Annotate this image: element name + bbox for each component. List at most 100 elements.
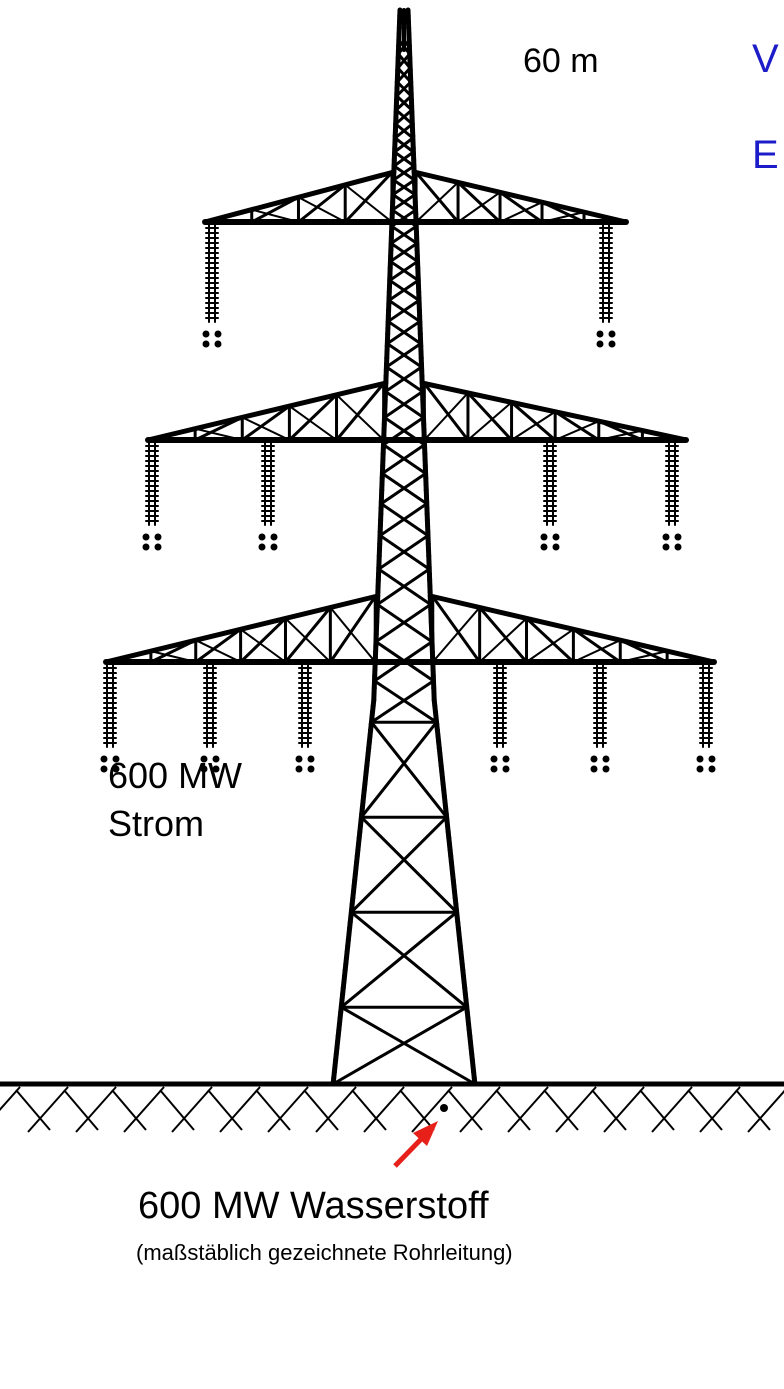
arm-strut <box>241 416 291 441</box>
conductor <box>540 533 548 541</box>
hatch <box>351 1089 387 1131</box>
arm-strut <box>287 393 339 442</box>
arm-strut <box>146 427 197 442</box>
lattice <box>386 298 421 323</box>
hatch <box>75 1086 117 1133</box>
conductor <box>490 755 498 763</box>
conductor <box>100 755 108 763</box>
arm-strut <box>149 638 198 664</box>
conductor <box>596 340 604 348</box>
lattice <box>369 720 449 819</box>
arm-strut <box>553 410 601 442</box>
lattice <box>396 52 412 70</box>
conductor <box>708 765 716 773</box>
hatch <box>315 1086 357 1133</box>
hatch <box>735 1089 771 1131</box>
lattice <box>359 720 439 819</box>
conductor <box>200 755 208 763</box>
conductor <box>608 330 616 338</box>
conductor <box>590 765 598 773</box>
arm-strut <box>423 391 469 441</box>
hatch <box>255 1089 291 1131</box>
conductor <box>212 765 220 773</box>
conductor <box>202 340 210 348</box>
arm-strut <box>466 401 513 441</box>
lattice <box>374 602 433 644</box>
arrow-head <box>413 1121 438 1146</box>
arm-strut <box>104 649 153 664</box>
arm-strut <box>344 183 393 223</box>
lattice <box>392 150 415 168</box>
arm-strut <box>456 180 502 224</box>
arm-strut <box>250 208 300 223</box>
hatch <box>159 1089 195 1131</box>
conductor <box>112 765 120 773</box>
arm-strut <box>525 628 575 663</box>
power-label: 600 MW <box>108 755 242 796</box>
arm-strut <box>541 211 586 223</box>
arm-strut <box>239 616 287 664</box>
conductor <box>212 755 220 763</box>
lattice <box>384 365 424 394</box>
hatch <box>747 1089 784 1133</box>
pipeline-note: (maßstäblich gezeichnete Rohrleitung) <box>136 1240 513 1265</box>
lattice <box>380 443 427 475</box>
conductor <box>502 755 510 763</box>
lattice <box>383 390 424 419</box>
arm-strut <box>414 170 460 224</box>
arm-strut <box>240 404 291 442</box>
lattice <box>359 815 459 914</box>
hatch <box>27 1086 69 1133</box>
height-label: 60 m <box>523 42 599 80</box>
hatch <box>603 1086 645 1133</box>
arrow <box>393 1121 438 1168</box>
arm-strut <box>194 427 244 441</box>
arm-strut <box>510 400 557 442</box>
hatch <box>63 1089 99 1131</box>
arm-strut <box>194 627 243 664</box>
conductor <box>270 533 278 541</box>
lattice <box>377 534 430 571</box>
arm-strut <box>149 650 197 663</box>
conductor <box>154 543 162 551</box>
arm-strut <box>296 183 347 224</box>
lattice <box>385 319 422 346</box>
arm-strut <box>193 415 244 442</box>
hatch <box>639 1089 675 1131</box>
arm-strut <box>284 617 332 663</box>
side-title: E <box>752 133 779 177</box>
conductor <box>295 755 303 763</box>
hatch <box>591 1089 627 1131</box>
arm-strut <box>478 605 529 664</box>
lattice <box>393 122 414 140</box>
ground <box>0 1081 784 1133</box>
hatch <box>111 1089 147 1131</box>
arm-strut <box>571 627 622 664</box>
conductor <box>295 765 303 773</box>
conductor <box>552 543 560 551</box>
arm-strut <box>619 650 669 663</box>
arm-strut <box>618 638 669 664</box>
hatch <box>447 1089 483 1131</box>
arm-strut <box>415 181 460 223</box>
arm-strut <box>525 616 575 664</box>
lattice <box>394 94 413 112</box>
lattice <box>390 193 417 212</box>
arm-strut <box>343 171 394 224</box>
arm-strut <box>422 381 470 442</box>
hatch <box>495 1089 531 1131</box>
lattice <box>379 471 428 506</box>
lattice <box>339 1005 477 1086</box>
lattice <box>375 567 431 606</box>
lattice <box>339 910 459 1009</box>
arm-strut <box>554 420 600 441</box>
power-label: Strom <box>108 803 204 844</box>
conductor <box>307 765 315 773</box>
lattice <box>395 66 412 84</box>
arm-strut <box>328 595 377 664</box>
pipeline-label: 600 MW Wasserstoff <box>138 1185 489 1227</box>
lattice <box>395 80 413 98</box>
arm-strut <box>466 391 514 442</box>
side-title: V <box>752 37 779 81</box>
